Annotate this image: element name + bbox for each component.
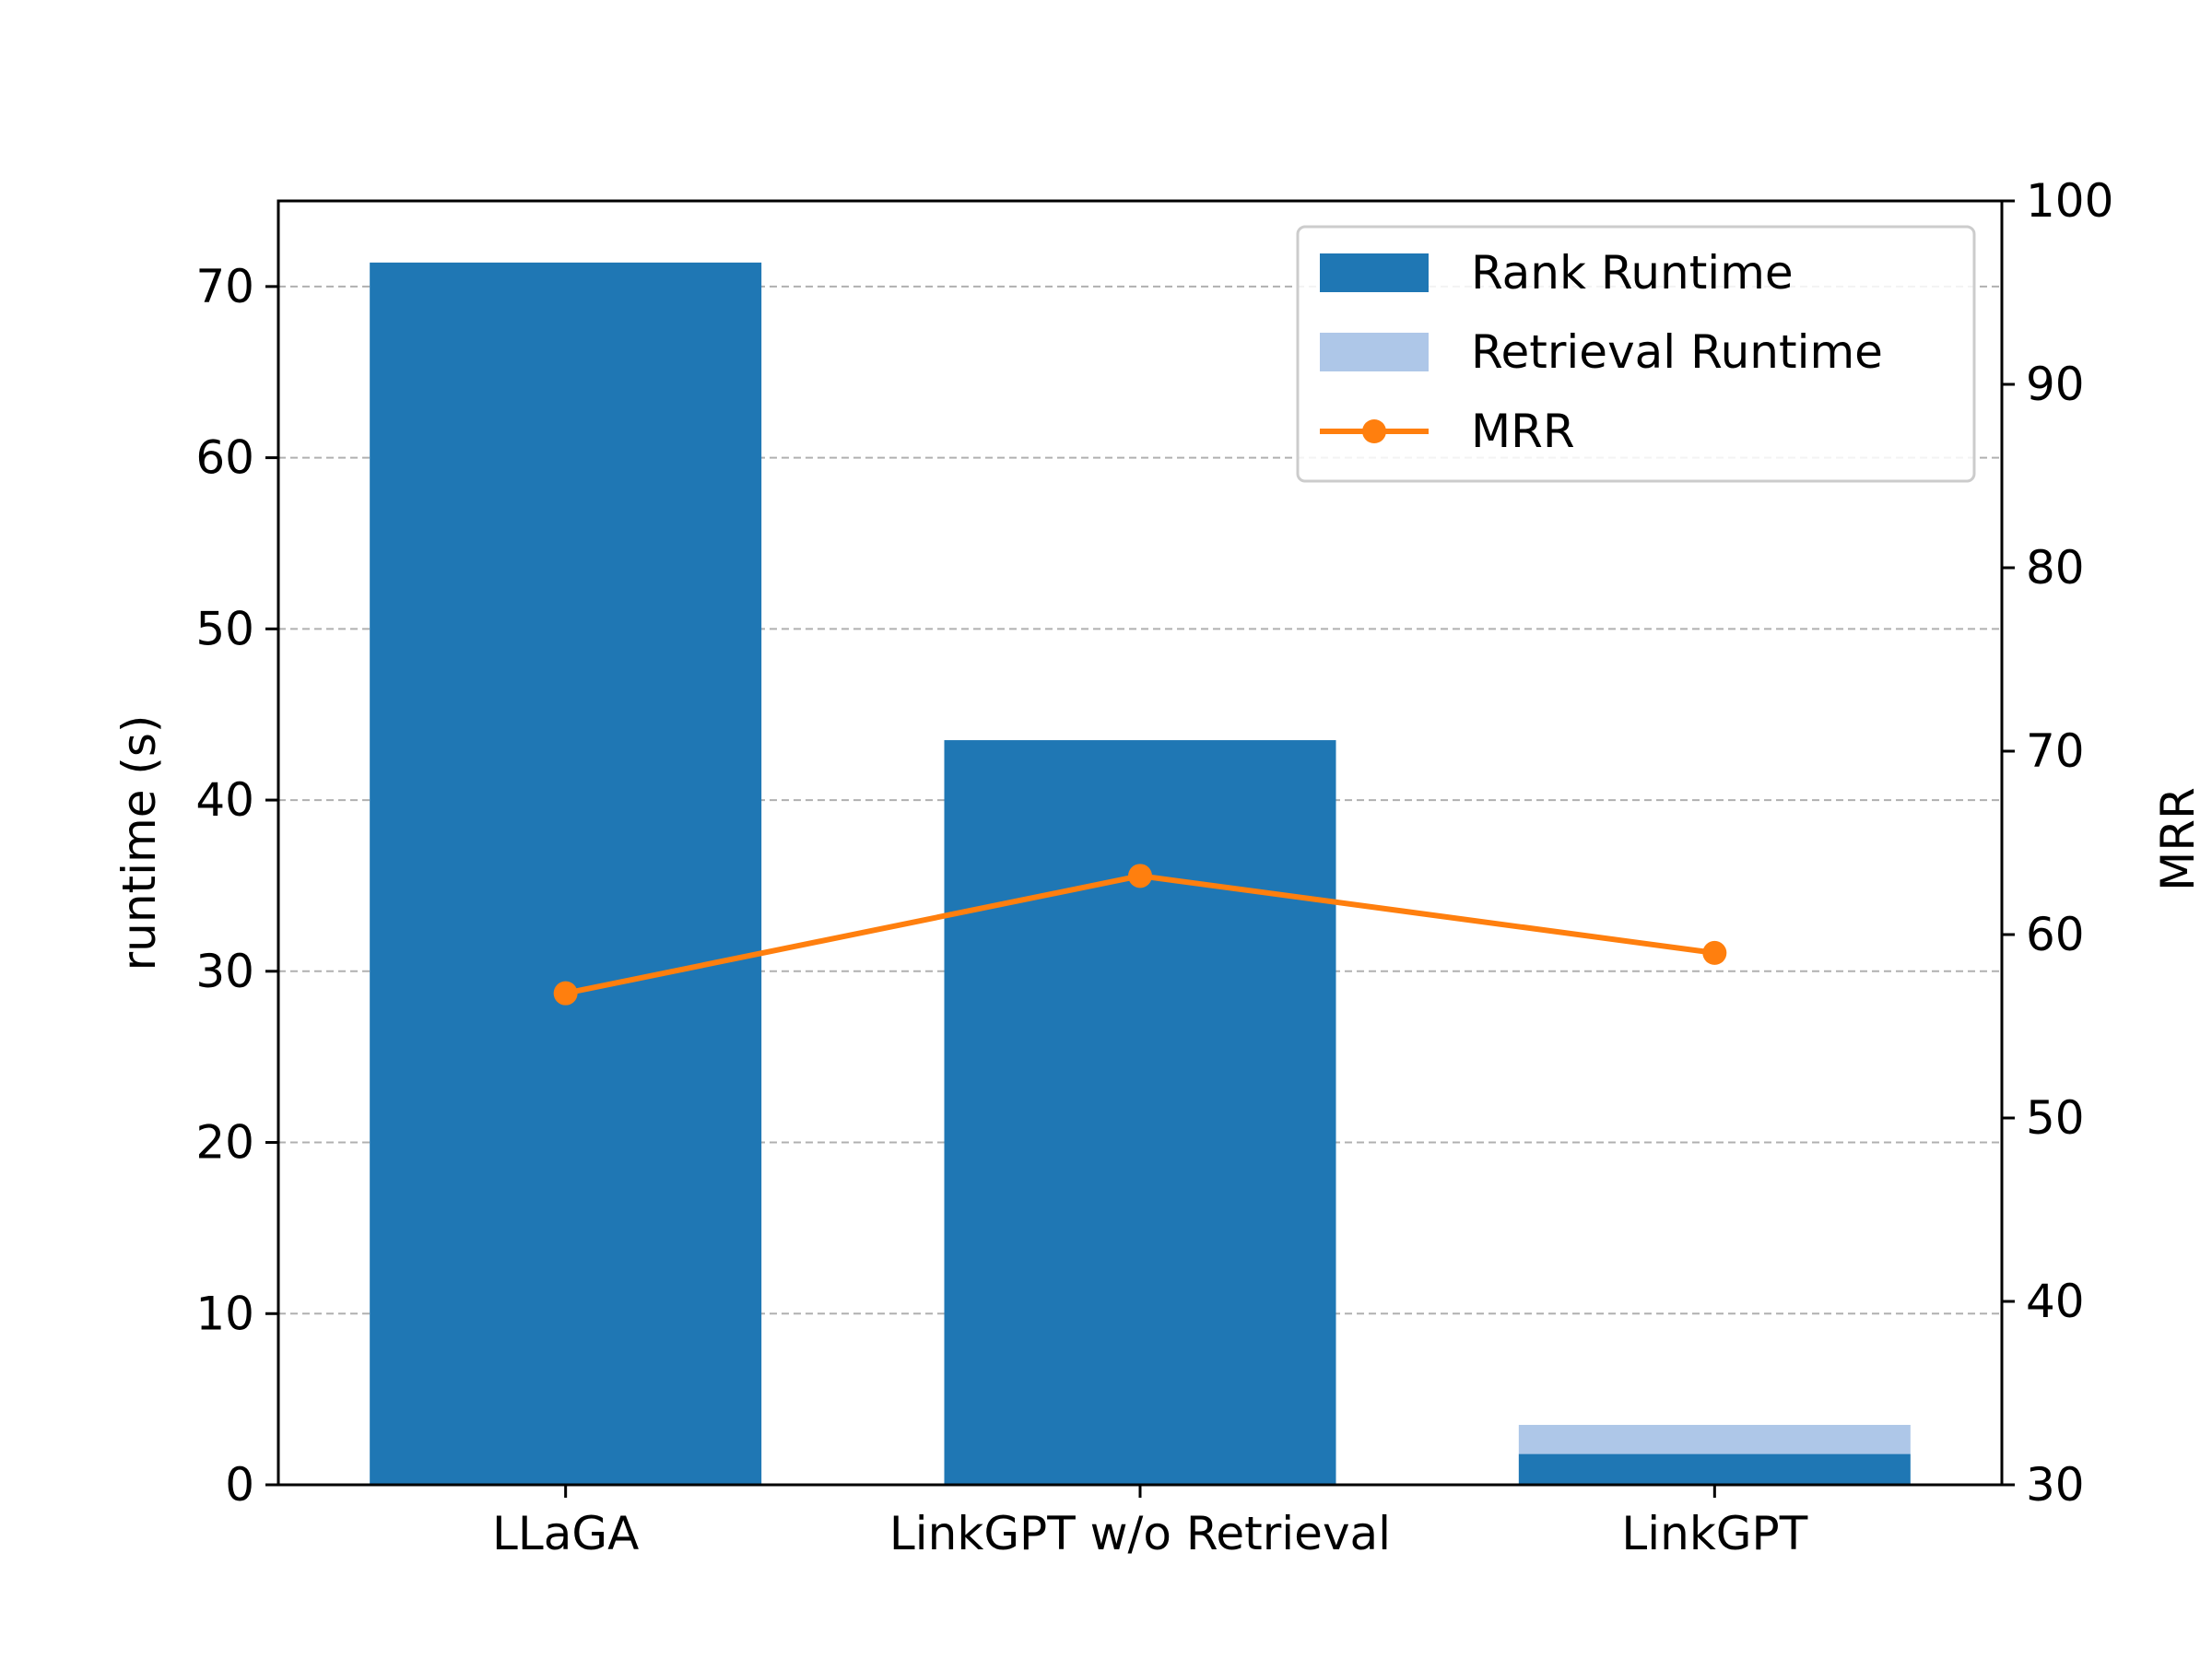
y2-tick-label: 60 <box>2026 908 2085 961</box>
legend-swatch-mrr-marker <box>1362 419 1386 443</box>
mrr-point <box>553 981 578 1006</box>
y-tick-label: 20 <box>195 1116 254 1170</box>
legend-label: Retrieval Runtime <box>1471 325 1883 379</box>
bar-rank-runtime <box>370 262 762 1485</box>
y-tick-label: 70 <box>195 260 254 313</box>
bar-rank-runtime <box>1518 1453 1911 1485</box>
bars <box>370 262 1911 1485</box>
axes: 0 10 20 30 40 50 60 70 30 40 50 60 70 80 90 100 LLaGA Lin… <box>112 174 2205 1560</box>
mrr-point <box>1702 940 1727 965</box>
mrr-point <box>1128 864 1152 888</box>
y2-tick-label: 70 <box>2026 724 2085 778</box>
legend-box <box>1296 225 1976 483</box>
y2-tick-label: 80 <box>2026 541 2085 594</box>
mrr-line <box>553 864 1727 1006</box>
bar-rank-runtime <box>944 740 1336 1485</box>
legend-label: Rank Runtime <box>1471 246 1794 300</box>
x-tick-label: LinkGPT w/o Retrieval <box>889 1507 1391 1560</box>
y-tick-label: 60 <box>195 431 254 485</box>
legend: Rank Runtime Retrieval Runtime MRR <box>1296 225 1976 483</box>
y2-tick-label: 90 <box>2026 358 2085 411</box>
y2-tick-label: 30 <box>2026 1458 2085 1512</box>
y-axis-label: runtime (s) <box>112 715 166 971</box>
legend-swatch-rank <box>1320 253 1429 292</box>
y-tick-label: 50 <box>195 602 254 655</box>
y2-axis-label: MRR <box>2151 787 2205 891</box>
bar-retrieval-runtime <box>1518 1424 1911 1454</box>
y2-tick-label: 40 <box>2026 1275 2085 1328</box>
y-tick-label: 10 <box>195 1287 254 1340</box>
y2-tick-label: 100 <box>2026 174 2113 228</box>
y-tick-label: 0 <box>225 1458 254 1512</box>
y2-tick-label: 50 <box>2026 1091 2085 1145</box>
y-tick-label: 30 <box>195 945 254 998</box>
x-tick-label: LLaGA <box>492 1507 639 1560</box>
legend-swatch-retrieval <box>1320 333 1429 371</box>
x-tick-label: LinkGPT <box>1621 1507 1807 1560</box>
y-tick-label: 40 <box>195 773 254 827</box>
legend-label: MRR <box>1471 405 1575 458</box>
